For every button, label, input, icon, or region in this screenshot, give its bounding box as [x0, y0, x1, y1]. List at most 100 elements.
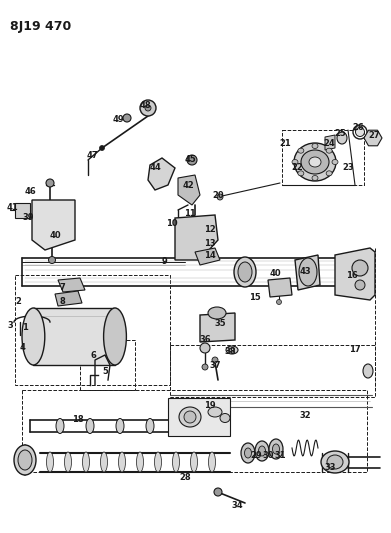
Text: 12: 12	[204, 225, 216, 235]
Ellipse shape	[146, 418, 154, 433]
Polygon shape	[295, 255, 320, 290]
Circle shape	[212, 357, 218, 363]
Ellipse shape	[327, 455, 343, 469]
Text: 2: 2	[15, 297, 21, 306]
Text: 18: 18	[72, 416, 84, 424]
Circle shape	[276, 300, 282, 304]
Polygon shape	[55, 291, 82, 306]
Ellipse shape	[22, 308, 45, 365]
Circle shape	[217, 194, 223, 200]
Ellipse shape	[301, 150, 329, 174]
Ellipse shape	[326, 171, 332, 176]
Polygon shape	[32, 200, 75, 250]
Bar	[80, 340, 135, 390]
Text: 36: 36	[199, 335, 211, 344]
Polygon shape	[335, 248, 375, 300]
Text: 42: 42	[182, 181, 194, 190]
Ellipse shape	[118, 452, 126, 472]
Text: 32: 32	[299, 410, 311, 419]
Text: 9: 9	[162, 257, 168, 266]
Ellipse shape	[104, 308, 126, 365]
Ellipse shape	[292, 159, 298, 165]
Ellipse shape	[100, 452, 108, 472]
Ellipse shape	[208, 452, 215, 472]
Text: 43: 43	[299, 268, 311, 277]
Text: 44: 44	[149, 164, 161, 173]
Text: 40: 40	[269, 269, 281, 278]
Text: 47: 47	[86, 150, 98, 159]
Circle shape	[145, 105, 151, 111]
Text: 35: 35	[214, 319, 226, 327]
Polygon shape	[178, 175, 200, 205]
Ellipse shape	[312, 143, 318, 149]
Text: 14: 14	[204, 252, 216, 261]
Text: 22: 22	[291, 164, 303, 173]
Polygon shape	[268, 278, 292, 297]
Ellipse shape	[190, 452, 197, 472]
Circle shape	[187, 155, 197, 165]
Ellipse shape	[258, 446, 265, 456]
Text: 4: 4	[19, 343, 25, 351]
Ellipse shape	[363, 364, 373, 378]
Text: 45: 45	[184, 156, 196, 165]
Ellipse shape	[255, 441, 269, 461]
Ellipse shape	[47, 452, 54, 472]
Ellipse shape	[273, 444, 280, 454]
Ellipse shape	[234, 257, 256, 287]
Text: 40: 40	[49, 230, 61, 239]
Ellipse shape	[326, 148, 332, 153]
Text: 38: 38	[224, 348, 236, 357]
Ellipse shape	[294, 143, 336, 181]
Circle shape	[355, 280, 365, 290]
Ellipse shape	[184, 411, 196, 423]
Ellipse shape	[298, 148, 304, 153]
Text: 23: 23	[342, 164, 354, 173]
Polygon shape	[58, 278, 85, 292]
Text: 6: 6	[90, 351, 96, 360]
Text: 46: 46	[24, 188, 36, 197]
Ellipse shape	[154, 452, 161, 472]
Bar	[15, 275, 170, 385]
Circle shape	[48, 256, 56, 263]
Ellipse shape	[337, 132, 347, 144]
Bar	[168, 398, 230, 436]
Circle shape	[214, 488, 222, 496]
Polygon shape	[15, 203, 30, 218]
Ellipse shape	[269, 439, 283, 459]
Circle shape	[123, 114, 131, 122]
Polygon shape	[364, 130, 382, 146]
Circle shape	[352, 260, 368, 276]
Text: 25: 25	[334, 128, 346, 138]
Ellipse shape	[332, 159, 338, 165]
Ellipse shape	[244, 448, 251, 458]
Ellipse shape	[355, 127, 364, 136]
Text: 3: 3	[7, 320, 13, 329]
Ellipse shape	[298, 171, 304, 176]
Text: 13: 13	[204, 238, 216, 247]
Text: 41: 41	[6, 204, 18, 213]
Bar	[33, 308, 115, 365]
Ellipse shape	[18, 450, 32, 470]
Polygon shape	[200, 313, 235, 342]
Text: 10: 10	[166, 219, 178, 228]
Text: 20: 20	[212, 190, 224, 199]
Text: 49: 49	[112, 116, 124, 125]
Ellipse shape	[299, 258, 317, 286]
Ellipse shape	[14, 445, 36, 475]
Text: 17: 17	[349, 345, 361, 354]
Ellipse shape	[241, 443, 255, 463]
Text: 8: 8	[59, 297, 65, 306]
Text: 19: 19	[204, 400, 216, 409]
Text: 11: 11	[184, 208, 196, 217]
Ellipse shape	[136, 452, 143, 472]
Polygon shape	[325, 135, 335, 150]
Ellipse shape	[312, 175, 318, 181]
Bar	[282, 130, 364, 185]
Text: 37: 37	[209, 360, 221, 369]
Text: 48: 48	[139, 101, 151, 109]
Text: 29: 29	[250, 450, 262, 459]
Ellipse shape	[226, 346, 238, 354]
Ellipse shape	[116, 418, 124, 433]
Polygon shape	[148, 158, 175, 190]
Ellipse shape	[208, 407, 222, 417]
